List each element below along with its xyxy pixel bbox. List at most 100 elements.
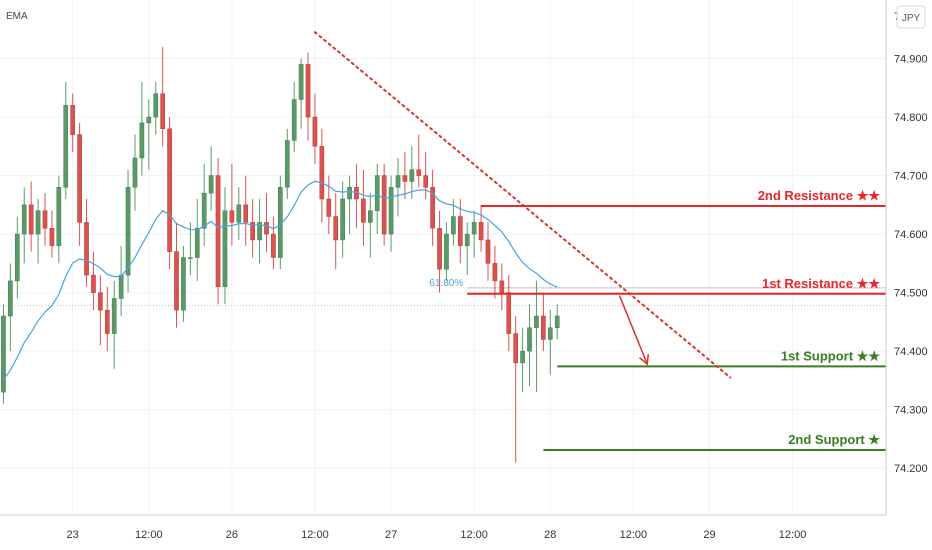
candle-body <box>423 175 429 188</box>
candle-body <box>21 204 27 235</box>
candle <box>98 275 103 346</box>
candle <box>146 99 152 170</box>
x-tick-label: 12:00 <box>779 529 807 541</box>
candle-body <box>146 116 152 124</box>
candle-body <box>8 280 13 317</box>
candle <box>215 158 221 305</box>
candle-body <box>139 122 145 159</box>
candle-body <box>547 327 553 340</box>
candle <box>527 304 532 387</box>
y-tick-label: 74.600 <box>894 229 928 241</box>
candle <box>305 52 311 141</box>
candle <box>423 152 429 199</box>
x-tick-label: 28 <box>544 529 556 541</box>
candle <box>132 134 138 211</box>
x-tick-label: 23 <box>67 529 79 541</box>
fib-level: 61.80% <box>429 278 886 289</box>
level-label: 1st Resistance ★★ <box>762 276 880 291</box>
candles <box>1 46 560 463</box>
candle <box>153 81 159 135</box>
candle <box>298 58 304 129</box>
grid <box>0 0 886 515</box>
candle-body <box>42 210 48 229</box>
candle-body <box>534 315 539 328</box>
candle-body <box>520 350 525 364</box>
trendline-path <box>313 31 732 379</box>
candle <box>229 163 235 246</box>
candle <box>326 175 332 235</box>
arrow-shaft <box>618 295 648 365</box>
candle-body <box>35 210 41 235</box>
candle <box>91 251 96 311</box>
candle-body <box>326 198 332 217</box>
candle-body <box>153 93 159 118</box>
candle <box>257 198 262 264</box>
candle <box>451 198 456 246</box>
candle <box>77 122 82 246</box>
candle-body <box>77 134 82 223</box>
candle <box>70 93 76 153</box>
level-label: 1st Support ★★ <box>781 348 880 363</box>
candle <box>430 169 435 246</box>
candle-body <box>527 327 532 352</box>
candle <box>485 222 491 281</box>
candle <box>437 210 442 293</box>
candle <box>388 175 394 252</box>
candle <box>104 286 110 352</box>
candle <box>478 204 484 252</box>
candle-body <box>388 187 394 235</box>
forecast-arrow <box>618 295 650 366</box>
candle-body <box>319 146 325 200</box>
level-support: 1st Support ★★74.374 <box>557 348 932 377</box>
trendline <box>313 31 732 379</box>
level-support: 2nd Support ★74.231 <box>543 432 932 461</box>
candle <box>139 81 145 176</box>
candle-body <box>485 239 491 264</box>
candle <box>506 275 512 352</box>
y-tick-label: 74.800 <box>894 112 928 124</box>
candle <box>361 169 366 246</box>
candle <box>312 93 318 164</box>
candle <box>471 210 477 258</box>
candle-body <box>451 216 456 235</box>
candle <box>457 198 463 264</box>
candle <box>42 193 48 246</box>
candle <box>444 222 449 281</box>
candle-body <box>104 309 110 334</box>
candle-body <box>188 257 193 259</box>
candle-body <box>132 157 138 188</box>
candle-body <box>381 175 387 235</box>
candle-body <box>264 222 269 235</box>
candle <box>236 187 242 240</box>
candle-body <box>291 99 297 141</box>
candle-body <box>367 210 373 223</box>
level-label: 2nd Resistance ★★ <box>758 188 881 203</box>
candle-body <box>492 263 498 282</box>
candle-body <box>340 198 345 241</box>
level-label: 2nd Support ★ <box>788 432 880 447</box>
candle-body <box>243 204 249 223</box>
candle-body <box>298 64 304 100</box>
price-axis-bg <box>886 0 932 550</box>
candle <box>534 280 539 393</box>
candle-body <box>506 292 512 334</box>
candle <box>402 152 408 199</box>
candle <box>194 198 200 281</box>
candle-body <box>471 222 477 235</box>
candle-body <box>1 315 6 393</box>
candle <box>250 198 255 258</box>
candle <box>56 175 62 264</box>
candle <box>271 216 276 270</box>
jpy-badge-icon[interactable]: JPY <box>896 5 926 29</box>
candle-body <box>194 227 200 258</box>
candle-body <box>333 216 339 241</box>
candle <box>181 245 186 322</box>
candle <box>499 263 505 311</box>
x-tick-label: 12:00 <box>460 529 488 541</box>
candle <box>264 193 269 252</box>
currency-label: JPY <box>902 13 921 24</box>
candle-body <box>457 216 463 247</box>
candle <box>243 175 249 246</box>
candle-body <box>430 187 435 229</box>
